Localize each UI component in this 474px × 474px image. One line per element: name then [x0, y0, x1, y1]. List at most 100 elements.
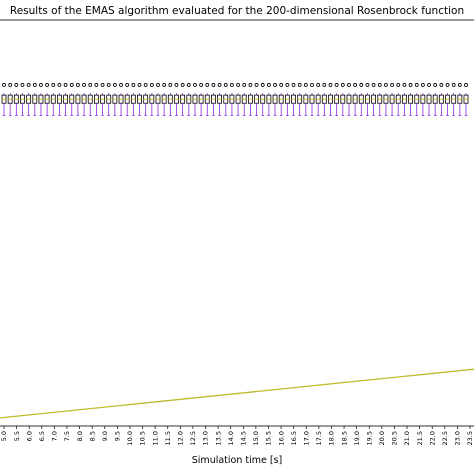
x-tick-label: 11.5: [164, 431, 172, 445]
x-tick-label: 7.5: [63, 431, 71, 441]
x-tick-label: 12.5: [189, 431, 197, 445]
box-plot: [445, 83, 450, 116]
x-tick-label: 16.0: [277, 431, 285, 445]
x-tick-label: 16.5: [290, 431, 298, 445]
x-tick-label: 23.5: [466, 431, 474, 445]
trend-layer: [0, 368, 474, 419]
x-tick-label: 18.5: [340, 431, 348, 445]
outlier-point: [230, 83, 234, 87]
x-tick-label: 6.0: [25, 431, 33, 441]
outlier-point: [106, 83, 111, 87]
box-plot: [1, 83, 7, 116]
outlier-point: [297, 83, 302, 87]
outlier-point: [457, 83, 462, 87]
outlier-point: [365, 83, 370, 87]
outlier-point: [322, 83, 327, 87]
x-tick-label: 17.5: [315, 431, 323, 445]
box-plot: [432, 83, 438, 116]
outlier-point: [45, 83, 50, 87]
box-plot: [321, 83, 327, 116]
box-plot: [63, 83, 68, 116]
box-plot: [395, 83, 401, 116]
outlier-point: [353, 83, 358, 87]
outlier-point: [51, 83, 56, 87]
x-tick-label: 5.0: [0, 431, 8, 441]
outlier-point: [162, 83, 167, 87]
outlier-point: [100, 83, 105, 87]
outlier-point: [445, 83, 450, 87]
outlier-point: [223, 83, 228, 87]
box-plot: [161, 83, 167, 116]
x-tick-label: 22.0: [428, 431, 436, 445]
box-plot: [198, 83, 204, 116]
box-plot: [57, 83, 62, 116]
box-plot: [328, 83, 333, 116]
box-plot: [44, 83, 50, 116]
outlier-point: [125, 83, 130, 87]
x-tick-label: 22.5: [441, 431, 449, 445]
outlier-point: [390, 83, 394, 87]
outlier-point: [427, 83, 431, 87]
box-plot: [204, 83, 210, 116]
x-tick-label: 19.0: [353, 431, 361, 445]
box-plot: [377, 83, 383, 116]
box-plot: [389, 83, 395, 116]
outlier-point: [180, 83, 185, 87]
outlier-point: [420, 83, 425, 87]
outlier-point: [266, 83, 271, 87]
box-plot: [223, 83, 229, 116]
box-plot: [235, 83, 241, 116]
box-plot: [155, 83, 161, 116]
box-plot: [371, 83, 377, 116]
box-plot: [457, 83, 463, 116]
box-plot: [438, 83, 444, 116]
outlier-point: [347, 83, 351, 87]
box-plot: [315, 83, 321, 116]
box-plot: [180, 83, 186, 116]
outlier-point: [143, 83, 148, 87]
outlier-point: [254, 83, 259, 87]
outlier-point: [193, 83, 197, 87]
x-tick-label: 21.0: [403, 431, 411, 445]
outlier-point: [186, 83, 191, 87]
box-plot: [309, 83, 315, 116]
x-tick-label: 9.5: [114, 431, 122, 441]
box-plot: [260, 83, 266, 116]
outlier-point: [439, 83, 444, 87]
box-plot: [149, 83, 155, 116]
x-tick-label: 20.0: [378, 431, 386, 445]
outlier-point: [260, 83, 265, 87]
outlier-point: [291, 83, 296, 87]
outlier-point: [14, 83, 19, 87]
outlier-point: [408, 83, 413, 87]
outlier-point: [316, 83, 321, 87]
x-tick-label: 17.0: [302, 431, 310, 445]
box-plot: [365, 83, 370, 116]
outlier-point: [242, 83, 247, 87]
box-plot: [192, 83, 198, 116]
outlier-point: [119, 83, 123, 87]
box-plot: [174, 83, 179, 116]
outlier-point: [131, 83, 136, 87]
box-plot: [266, 83, 272, 116]
x-tick-label: 8.0: [76, 431, 84, 441]
box-plot: [358, 83, 364, 116]
outlier-point: [88, 83, 93, 87]
box-plot: [278, 83, 284, 116]
outlier-point: [137, 83, 142, 87]
x-tick-label: 23.0: [454, 431, 462, 445]
outlier-point: [303, 83, 308, 87]
box-plot: [167, 83, 173, 116]
box-plot: [247, 83, 253, 116]
outlier-point: [248, 83, 253, 87]
box-plot: [451, 83, 457, 116]
outlier-point: [69, 83, 74, 87]
box-plot: [32, 83, 38, 116]
x-tick-label: 5.5: [13, 431, 21, 441]
box-plot: [7, 83, 13, 116]
box-plot: [38, 83, 44, 116]
box-plot: [69, 83, 75, 116]
x-tick-label: 14.0: [227, 431, 235, 445]
x-tick-label: 12.0: [177, 431, 185, 445]
x-tick-label: 18.0: [328, 431, 336, 445]
